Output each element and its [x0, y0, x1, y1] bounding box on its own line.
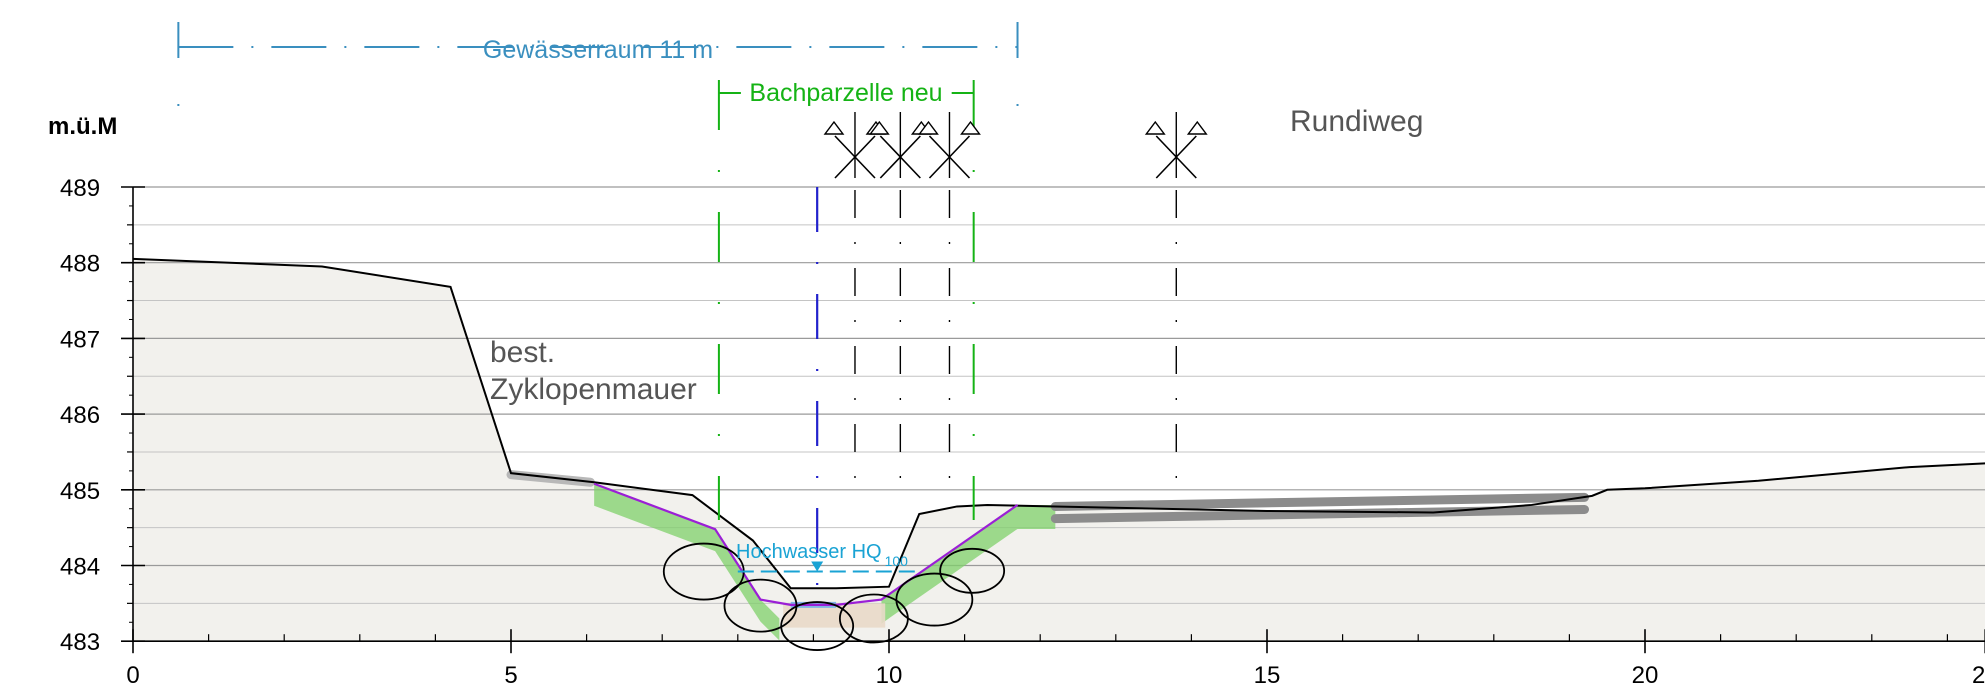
rock-6: [939, 547, 1006, 594]
vegetation-band-right: [881, 504, 1056, 624]
x-tick-label: 5: [504, 662, 517, 689]
tree-symbol-4: [1144, 112, 1208, 490]
y-tick-label: 484: [60, 554, 100, 581]
hochwasser-label-main: Hochwasser HQ: [736, 541, 882, 563]
tree-triangle-left: [868, 120, 890, 135]
rock-3: [780, 601, 855, 651]
hochwasser-label-sub: 100: [885, 553, 909, 569]
tree-triangle-left: [823, 120, 845, 135]
tree-triangle-right: [1186, 120, 1208, 135]
y-tick-label: 486: [60, 402, 100, 429]
tree-triangle-left: [1144, 120, 1166, 135]
terrain-fill: [133, 258, 1985, 642]
x-tick-label: 0: [126, 662, 139, 689]
hochwasser-label: Hochwasser HQ 100: [736, 541, 908, 569]
tree-triangle-right: [960, 120, 981, 135]
tree-triangle-left: [918, 120, 939, 135]
wall-label-line1: best.: [490, 336, 555, 369]
tree-symbol-3: [918, 112, 981, 490]
rundiweg-layer-upper: [1050, 492, 1590, 511]
terrain-fill-layer: [133, 258, 1985, 642]
axes-layer: 489 488 487 486 485 484 483 0 5 10 15 20 2: [60, 175, 1985, 689]
y-tick-label: 489: [60, 175, 100, 202]
rundiweg-label: Rundiweg: [1290, 105, 1423, 138]
existing-terrain-line: [132, 257, 1985, 590]
profile-lines-layer: [132, 257, 1985, 606]
marker-lines-layer: [177, 22, 1208, 610]
y-tick-label: 488: [60, 251, 100, 278]
riverbed-gravel: [783, 603, 886, 628]
x-tick-label: 20: [1632, 662, 1659, 689]
gewaesserraum-label: Gewässerraum 11 m: [483, 36, 713, 64]
rundiweg-layer-lower: [1050, 504, 1590, 524]
x-tick-label: 15: [1254, 662, 1281, 689]
hochwasser-level-marker: [811, 561, 824, 572]
grid-layer: [133, 186, 1985, 642]
y-axis-unit-label: m.ü.M: [48, 113, 117, 140]
bachparzelle-label: Bachparzelle neu: [749, 79, 942, 107]
new-profile-line: [593, 482, 1019, 606]
rock-5: [895, 572, 974, 627]
x-tick-label: 10: [876, 662, 903, 689]
y-tick-label: 483: [60, 629, 100, 656]
wall-label-line2: Zyklopenmauer: [490, 373, 697, 406]
y-tick-label: 487: [60, 326, 100, 353]
y-tick-label: 485: [60, 478, 100, 505]
vegetation-band-left: [594, 483, 780, 641]
x-tick-label: 2: [1972, 662, 1985, 689]
